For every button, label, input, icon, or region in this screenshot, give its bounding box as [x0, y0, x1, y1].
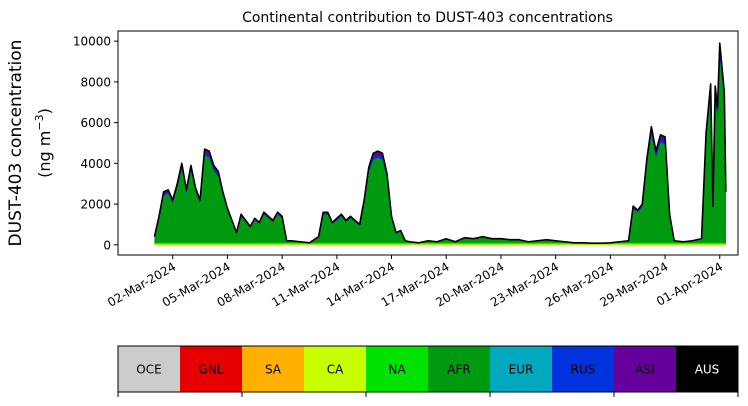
y-tick-label: 2000	[80, 198, 111, 212]
legend-swatch-oce	[118, 346, 180, 392]
area-series-ca	[154, 243, 726, 245]
legend-label-afr: AFR	[447, 363, 470, 377]
legend-label-ca: CA	[327, 363, 344, 377]
legend-label-na: NA	[388, 363, 406, 377]
legend-swatch-asi	[614, 346, 676, 392]
y-axis-unit-exponent: −3	[33, 114, 46, 130]
legend-label-aus: AUS	[695, 363, 720, 377]
legend-label-asi: ASI	[635, 363, 654, 377]
legend-swatch-eur	[490, 346, 552, 392]
chart-title: Continental contribution to DUST-403 con…	[242, 10, 613, 26]
legend-swatch-na	[366, 346, 428, 392]
legend-swatch-sa	[242, 346, 304, 392]
legend-swatch-gnl	[180, 346, 242, 392]
area-series-afr	[154, 57, 726, 245]
y-axis-label: DUST-403 concentration	[6, 40, 26, 247]
legend-label-gnl: GNL	[199, 363, 224, 377]
legend-swatch-ca	[304, 346, 366, 392]
y-axis-unit-open: (ng m	[35, 131, 54, 178]
y-axis-unit-label: (ng m−3)	[33, 108, 54, 178]
legend-swatch-aus	[676, 346, 738, 392]
line-series-total	[153, 42, 727, 244]
legend-label-sa: SA	[265, 363, 282, 377]
y-tick-label: 10000	[73, 35, 111, 49]
legend-frame	[117, 345, 739, 393]
legend: OCE GNL SA CA NA AFR EUR RUS ASI AUS	[117, 345, 739, 397]
legend-swatch-afr	[428, 346, 490, 392]
y-tick-label: 0	[103, 238, 111, 252]
y-tick-label: 8000	[80, 75, 111, 89]
y-tick-label: 6000	[80, 116, 111, 130]
legend-swatch-rus	[552, 346, 614, 392]
legend-label-eur: EUR	[509, 363, 534, 377]
legend-label-rus: RUS	[571, 363, 596, 377]
legend-label-oce: OCE	[136, 363, 161, 377]
plot-frame	[117, 30, 739, 256]
y-tick-label: 4000	[80, 157, 111, 171]
plot-area: 020004000600080001000002-Mar-202405-Mar-…	[73, 30, 739, 310]
y-axis-unit-close: )	[35, 108, 54, 114]
y-axis-label-line1: DUST-403 concentration	[6, 40, 26, 247]
